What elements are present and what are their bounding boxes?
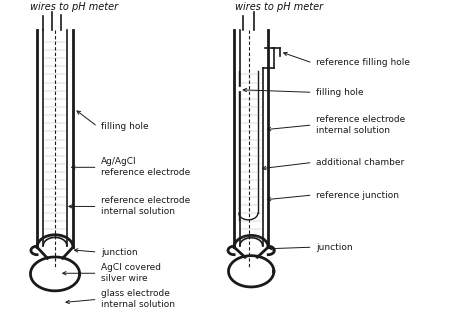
Text: reference electrode
internal solution: reference electrode internal solution — [101, 196, 191, 216]
Text: junction: junction — [317, 243, 353, 252]
Text: reference filling hole: reference filling hole — [317, 59, 410, 68]
Text: AgCl covered
silver wire: AgCl covered silver wire — [101, 263, 161, 283]
Text: Ag/AgCl
reference electrode: Ag/AgCl reference electrode — [101, 157, 191, 177]
Text: wires to pH meter: wires to pH meter — [236, 2, 324, 13]
Text: additional chamber: additional chamber — [317, 158, 405, 167]
Text: junction: junction — [101, 248, 138, 257]
Text: reference electrode
internal solution: reference electrode internal solution — [317, 115, 406, 135]
Text: reference junction: reference junction — [317, 191, 400, 200]
Text: glass electrode
internal solution: glass electrode internal solution — [101, 289, 175, 309]
Text: filling hole: filling hole — [317, 88, 364, 97]
Text: wires to pH meter: wires to pH meter — [30, 2, 118, 13]
Text: filling hole: filling hole — [101, 122, 149, 131]
